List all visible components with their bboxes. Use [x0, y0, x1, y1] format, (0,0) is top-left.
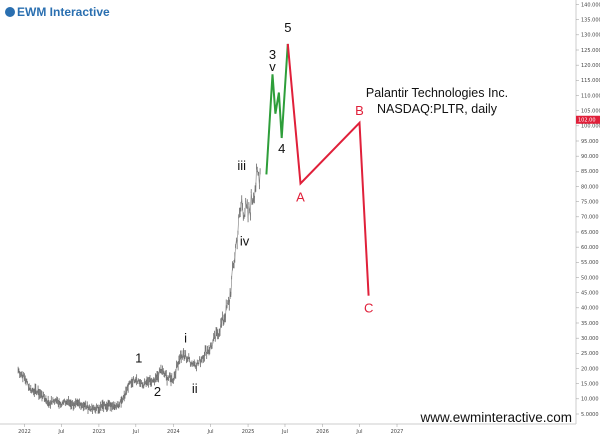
y-tick-label: 15.000 [581, 381, 599, 387]
x-tick-label: Jul [355, 429, 362, 435]
y-tick-label: 55.000 [581, 260, 599, 266]
x-tick-label: Jul [206, 429, 213, 435]
y-tick-label: 75.000 [581, 199, 599, 205]
ewm-logo: EWM Interactive [5, 5, 110, 19]
y-tick-label: 125.000 [581, 48, 600, 54]
y-tick-label: 135.000 [581, 17, 600, 23]
wave-label: 4 [278, 141, 285, 156]
wave-projection-green-line [265, 43, 289, 175]
price-marker-label: 102.00 [578, 118, 596, 124]
y-tick-label: 65.000 [581, 230, 599, 236]
x-tick-label: 2024 [167, 429, 180, 435]
y-tick-label: 85.000 [581, 169, 599, 175]
x-tick-label: 2027 [391, 429, 404, 435]
x-tick-label: 2023 [93, 429, 106, 435]
wave-label: 2 [154, 384, 161, 399]
x-tick-label: 2022 [18, 429, 31, 435]
y-tick-label: 70.000 [581, 215, 599, 221]
y-tick-label: 80.000 [581, 184, 599, 190]
y-tick-label: 60.000 [581, 245, 599, 251]
x-tick-label: 2025 [242, 429, 255, 435]
y-tick-label: 25.000 [581, 351, 599, 357]
price-series [17, 163, 261, 415]
wave-label: ii [192, 381, 198, 396]
y-tick-label: 115.000 [581, 78, 600, 84]
chart-title: Palantir Technologies Inc. [366, 86, 508, 100]
wave-label: 5 [284, 20, 291, 35]
y-tick-label: 50.000 [581, 275, 599, 281]
x-tick-label: Jul [281, 429, 288, 435]
price-marker-badge [576, 115, 600, 124]
y-tick-label: 90.000 [581, 154, 599, 160]
wave-label: C [364, 300, 373, 315]
wave-label: iii [237, 158, 246, 173]
wave-label: v [269, 59, 276, 74]
y-tick-label: 95.000 [581, 139, 599, 145]
price-marker: 102.00 [576, 115, 600, 124]
wave-label: B [355, 103, 364, 118]
price-line [17, 166, 261, 412]
y-tick-label: 10.000 [581, 397, 599, 403]
x-axis-ticks: 2022 Jul 2023 Jul 2024 Jul 2025 Jul 2026 Jul 2027 [18, 424, 403, 435]
wave-label: iv [240, 234, 250, 249]
y-tick-label: 140.000 [581, 2, 600, 8]
wave-label: 1 [135, 350, 142, 365]
y-tick-label: 130.000 [581, 33, 600, 39]
y-tick-label: 20.000 [581, 366, 599, 372]
x-tick-label: Jul [132, 429, 139, 435]
y-tick-label: 100.000 [581, 124, 600, 130]
y-tick-label: 40.000 [581, 306, 599, 312]
wave-label: i [184, 331, 187, 346]
chart-subtitle: NASDAQ:PLTR, daily [377, 102, 498, 116]
wave-label: 3 [269, 47, 276, 62]
y-tick-label: 120.000 [581, 63, 600, 69]
y-axis-ticks: 140.000 135.000 130.000 125.000 120.000 115.0… [576, 2, 600, 418]
logo-mark-icon [5, 7, 15, 17]
wave-label: A [296, 190, 305, 205]
footer-url: www.ewminteractive.com [419, 410, 572, 425]
y-tick-label: 45.000 [581, 290, 599, 296]
x-tick-label: Jul [57, 429, 64, 435]
y-tick-label: 35.000 [581, 321, 599, 327]
y-tick-label: 110.000 [581, 93, 600, 99]
x-tick-label: 2026 [316, 429, 329, 435]
y-tick-label: 5.0000 [581, 412, 599, 418]
y-tick-label: 105.000 [581, 108, 600, 114]
wave-projection-red-line [286, 43, 370, 296]
logo-text: EWM Interactive [17, 5, 110, 19]
y-tick-label: 30.000 [581, 336, 599, 342]
